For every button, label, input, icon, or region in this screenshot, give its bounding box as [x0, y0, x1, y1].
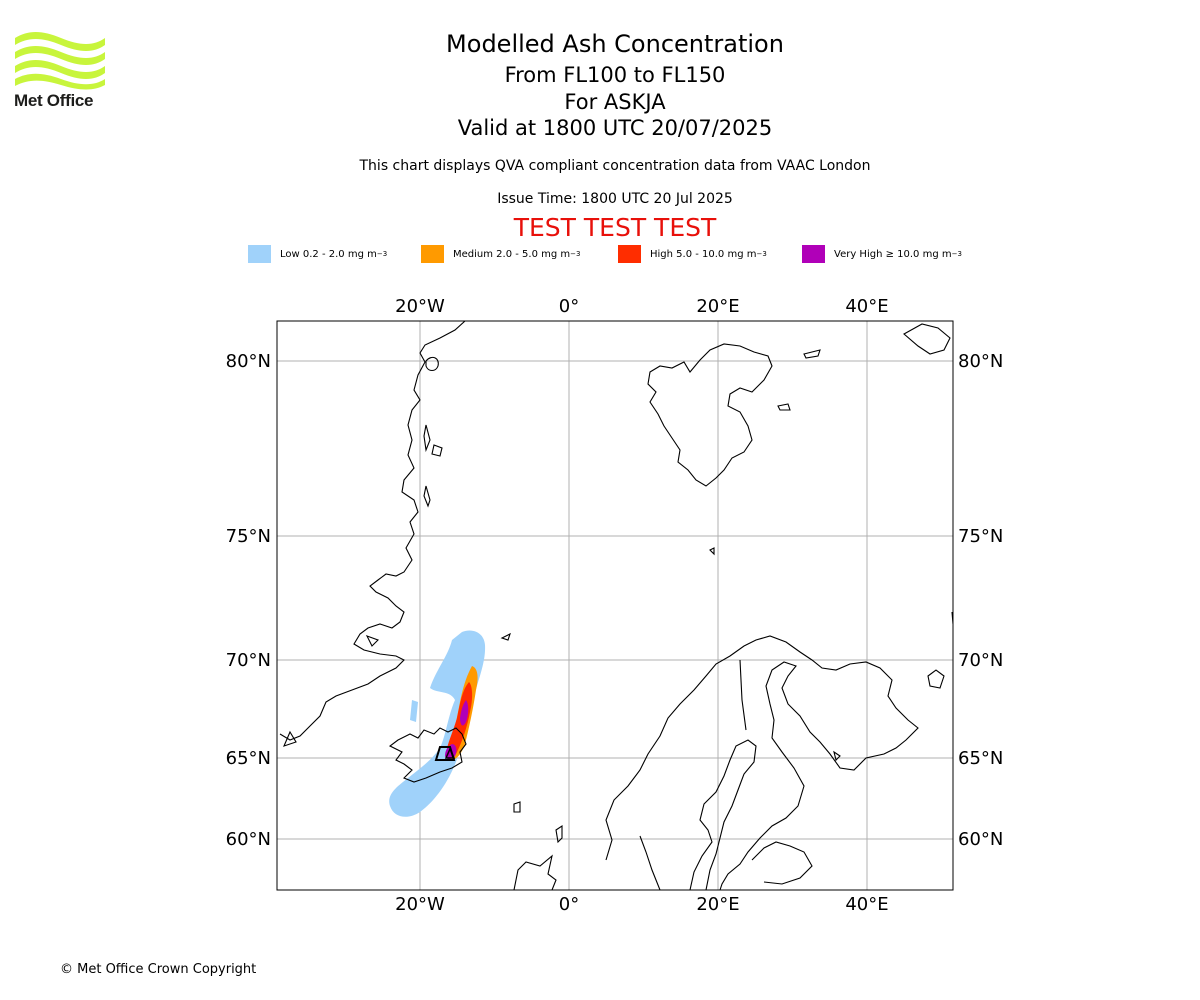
- lon-label-top-20e: 20°E: [696, 296, 739, 317]
- valid-time: Valid at 1800 UTC 20/07/2025: [457, 116, 773, 140]
- lon-label-bottom-20w: 20°W: [395, 894, 445, 915]
- coastline-kvitoya: [803, 349, 821, 359]
- lat-label-right-60n: 60°N: [958, 829, 1003, 850]
- ash-very-high-area: [460, 700, 469, 726]
- coastline-shetland: [555, 824, 563, 844]
- coastline-franz-josef-land: [903, 323, 951, 355]
- legend-label-low: Low 0.2 - 2.0 mg m: [280, 248, 377, 260]
- legend-label-medium: Medium 2.0 - 5.0 mg m: [453, 248, 571, 260]
- volcano-name: For ASKJA: [564, 90, 666, 114]
- map-frame: [276, 320, 954, 891]
- coastline-scandinavia: [605, 635, 919, 890]
- coastline-iceland: [388, 727, 467, 783]
- coastline-faroe: [513, 801, 521, 813]
- lon-label-top-20w: 20°W: [395, 296, 445, 317]
- coastline-jan-mayen: [500, 632, 511, 641]
- coastline-kola-island: [927, 669, 945, 689]
- met-office-waves-icon: [15, 32, 105, 90]
- legend-label-high: High 5.0 - 10.0 mg m: [650, 248, 757, 260]
- lat-label-left-60n: 60°N: [226, 829, 271, 850]
- lon-label-top-0: 0°: [559, 296, 579, 317]
- lat-label-right-70n: 70°N: [958, 650, 1003, 671]
- lat-label-right-80n: 80°N: [958, 351, 1003, 372]
- lon-label-bottom-20e: 20°E: [696, 894, 739, 915]
- test-banner: TEST TEST TEST: [513, 213, 717, 242]
- coastline-kong-karls-land: [777, 403, 791, 411]
- volcano-region-outline: [434, 746, 456, 761]
- coastline-greenland-inlet-1: [423, 424, 431, 453]
- coastline-finland-south: [751, 841, 813, 885]
- copyright-notice: © Met Office Crown Copyright: [60, 962, 257, 977]
- legend-swatch-high: [618, 245, 641, 263]
- legend-unit-low: −3: [376, 250, 388, 258]
- coastline-greenland-island-4: [283, 730, 297, 747]
- legend-item-high: High 5.0 - 10.0 mg m −3: [618, 244, 767, 264]
- lon-label-bottom-0: 0°: [559, 894, 579, 915]
- legend-swatch-medium: [421, 245, 444, 263]
- lat-label-right-65n: 65°N: [958, 748, 1003, 769]
- coastline-greenland-island-1: [425, 356, 439, 372]
- coastline-bear-island: [709, 547, 715, 556]
- legend-item-medium: Medium 2.0 - 5.0 mg m −3: [421, 244, 580, 264]
- gridlines: [277, 321, 953, 890]
- coastline-greenland-inlet-2: [423, 485, 431, 508]
- ash-low-area: [389, 630, 486, 817]
- coastline-white-sea-island: [833, 750, 841, 762]
- chart-title: Modelled Ash Concentration: [446, 30, 784, 58]
- legend-unit-medium: −3: [570, 250, 581, 258]
- coastline-norway-south: [639, 835, 661, 890]
- legend-unit-very-high: −3: [951, 250, 962, 258]
- issue-time: Issue Time: 1800 UTC 20 Jul 2025: [497, 191, 733, 207]
- border-norway-sweden: [739, 659, 747, 731]
- coastline-greenland-island-3: [365, 635, 379, 647]
- lat-label-right-75n: 75°N: [958, 526, 1003, 547]
- legend-unit-high: −3: [756, 250, 767, 258]
- chart-subtitle: This chart displays QVA compliant concen…: [359, 158, 871, 174]
- lon-label-bottom-40e: 40°E: [845, 894, 888, 915]
- ash-low-fleck: [410, 700, 418, 722]
- coastline-sweden-east: [689, 739, 757, 890]
- legend-item-very-high: Very High ≥ 10.0 mg m −3: [802, 244, 962, 264]
- flight-levels: From FL100 to FL150: [504, 63, 726, 87]
- coastlines: [279, 321, 953, 890]
- coastline-scotland: [513, 854, 557, 890]
- coastline-svalbard: [647, 343, 773, 487]
- lat-label-left-75n: 75°N: [226, 526, 271, 547]
- lat-label-left-80n: 80°N: [226, 351, 271, 372]
- met-office-logo: Met Office: [14, 30, 109, 112]
- legend-swatch-very-high: [802, 245, 825, 263]
- lat-label-left-70n: 70°N: [226, 650, 271, 671]
- coastline-greenland-island-2: [431, 444, 443, 457]
- coastline-greenland: [279, 321, 466, 741]
- logo-text: Met Office: [14, 91, 94, 110]
- volcano-triangle-icon: [444, 747, 456, 759]
- legend-item-low: Low 0.2 - 2.0 mg m −3: [248, 244, 387, 264]
- legend-swatch-low: [248, 245, 271, 263]
- legend-label-very-high: Very High ≥ 10.0 mg m: [834, 248, 952, 260]
- lon-label-top-40e: 40°E: [845, 296, 888, 317]
- lat-label-left-65n: 65°N: [226, 748, 271, 769]
